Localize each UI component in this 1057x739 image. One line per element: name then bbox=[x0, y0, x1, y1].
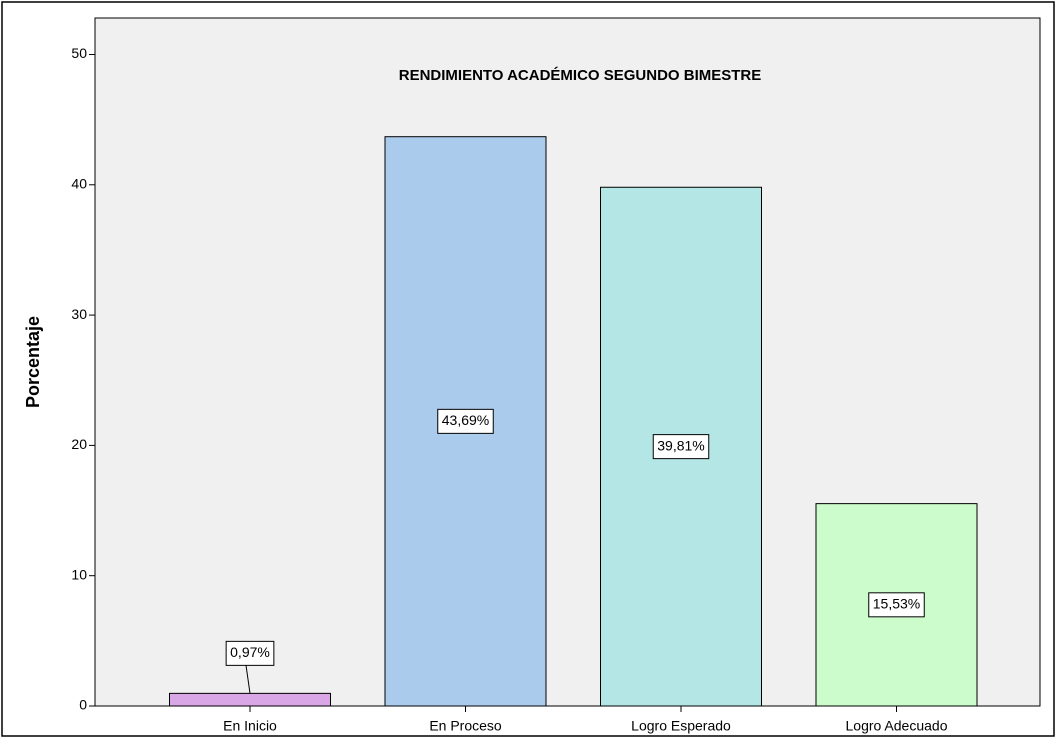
value-label: 0,97% bbox=[230, 644, 270, 660]
value-label: 39,81% bbox=[657, 437, 704, 453]
x-tick-label: En Proceso bbox=[429, 718, 502, 734]
value-label-box bbox=[868, 592, 925, 618]
x-tick-label: Logro Esperado bbox=[631, 718, 731, 734]
y-tick-label: 20 bbox=[71, 436, 87, 452]
value-label-box bbox=[437, 408, 494, 434]
bar bbox=[169, 692, 331, 707]
y-tick-label: 10 bbox=[71, 566, 87, 582]
y-tick-label: 50 bbox=[71, 45, 87, 61]
value-label-box bbox=[652, 434, 710, 460]
y-axis-label: Porcentaje bbox=[23, 316, 43, 408]
value-label-box bbox=[225, 640, 275, 666]
x-tick-label: En Inicio bbox=[223, 718, 277, 734]
y-tick-label: 0 bbox=[79, 697, 87, 713]
value-label: 15,53% bbox=[873, 596, 920, 612]
chart-title: RENDIMIENTO ACADÉMICO SEGUNDO BIMESTRE bbox=[399, 67, 762, 84]
y-tick-label: 40 bbox=[71, 175, 87, 191]
label-leader bbox=[245, 665, 251, 694]
value-label: 43,69% bbox=[442, 412, 489, 428]
y-tick-label: 30 bbox=[71, 306, 87, 322]
x-tick-label: Logro Adecuado bbox=[846, 718, 948, 734]
